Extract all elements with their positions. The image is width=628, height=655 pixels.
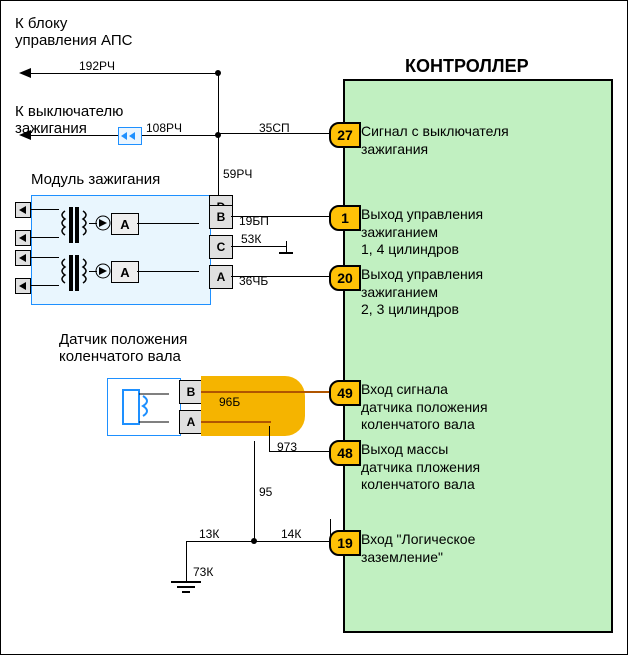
gnd-main-1 [171, 581, 201, 583]
wire-label-14: 14К [281, 527, 301, 541]
controller-label-20: Выход управлениязажиганием2, 3 цилиндров [361, 266, 483, 319]
wire-973-drop [269, 426, 270, 451]
wire-label-36: 36ЧБ [239, 274, 268, 288]
wire-label-53: 53К [241, 232, 261, 246]
wire-73 [186, 541, 187, 581]
node-192 [215, 70, 221, 76]
wire-label-192: 192РЧ [79, 59, 115, 73]
module-port-a: A [209, 265, 233, 289]
module-port-c: C [209, 235, 233, 259]
wire-53-gnd-stub [286, 241, 287, 252]
spark-port-1 [15, 202, 31, 218]
controller-pin-49: 49 [329, 380, 361, 406]
wire-95 [254, 441, 255, 541]
wire-108 [139, 135, 219, 136]
controller-title: КОНТРОЛЛЕР [405, 56, 529, 77]
wire-108-left [31, 135, 118, 136]
wire-label-73: 73К [193, 565, 213, 579]
wire-53 [231, 246, 286, 247]
label-crank-sensor: Датчик положения коленчатого вала [59, 331, 187, 366]
tri-lower-icon [95, 261, 111, 281]
label-module-title: Модуль зажигания [31, 171, 160, 188]
controller-pin-48: 48 [329, 440, 361, 466]
sensor-port-b: B [179, 380, 203, 404]
wire-192 [31, 73, 218, 74]
amp-lower: A [111, 261, 139, 283]
amp-upper: A [111, 213, 139, 235]
spark-port-4 [15, 278, 31, 294]
wire-14 [254, 541, 329, 542]
controller-pin-20: 20 [329, 265, 361, 291]
transformer-upper-icon [57, 205, 91, 245]
wire-label-13: 13К [199, 527, 219, 541]
ign-connector-icon [118, 127, 142, 145]
controller-pin-19: 19 [329, 530, 361, 556]
wire-label-59: 59РЧ [223, 167, 252, 181]
gnd-main-2 [177, 586, 195, 588]
controller-label-49: Вход сигналадатчика положенияколенчатого… [361, 381, 488, 434]
module-internals: A A [41, 201, 201, 297]
cable-shield-icon [201, 376, 305, 436]
spark-port-3 [15, 250, 31, 266]
controller-pin-27: 27 [329, 122, 361, 148]
arrow-aps [19, 68, 31, 78]
controller-pin-1: 1 [329, 205, 361, 231]
spark-port-2 [15, 230, 31, 246]
arrow-ign [19, 130, 31, 140]
gnd-53 [279, 252, 293, 254]
controller-label-48: Выход массыдатчика пложенияколенчатого в… [361, 441, 480, 494]
diagram-frame: К блоку управления АПС К выключателю заж… [0, 0, 628, 655]
wire-label-95: 95 [259, 485, 272, 499]
wire-label-96: 96Б [219, 395, 240, 409]
sensor-port-a: A [179, 410, 203, 434]
gnd-main-3 [182, 591, 190, 593]
tri-upper-icon [95, 213, 111, 233]
controller-label-27: Сигнал с выключателязажигания [361, 123, 509, 158]
label-ign-switch: К выключателю зажигания [15, 103, 123, 138]
controller-label-1: Выход управлениязажиганием1, 4 цилиндров [361, 206, 483, 259]
wire-label-35: 35СП [259, 121, 290, 135]
wire-96 [201, 391, 329, 393]
wire-label-108: 108РЧ [146, 121, 182, 135]
label-aps-block: К блоку управления АПС [15, 15, 132, 50]
wire-label-19: 19БП [239, 214, 269, 228]
wire-label-973: 973 [277, 440, 297, 454]
module-port-b: B [209, 205, 233, 229]
wire-13 [186, 541, 254, 542]
transformer-lower-icon [57, 253, 91, 293]
controller-label-19: Вход "Логическоезаземление" [361, 531, 475, 566]
crank-sensor-coil-icon [115, 384, 173, 430]
wire-973-a [201, 421, 271, 423]
